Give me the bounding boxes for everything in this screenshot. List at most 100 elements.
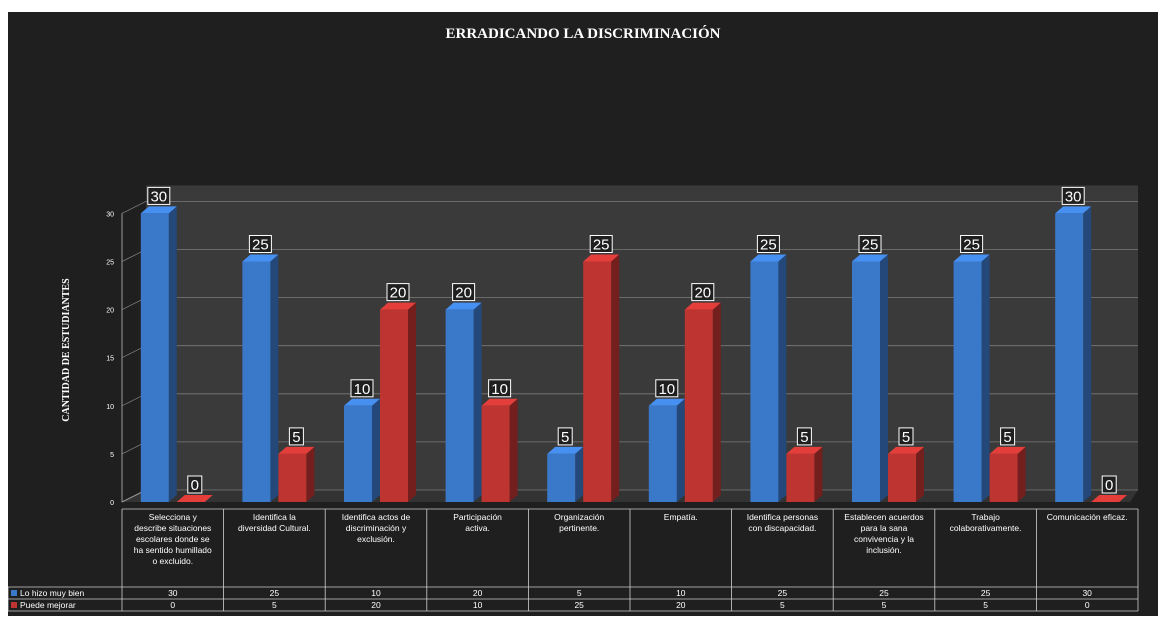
bar <box>140 213 169 502</box>
gridline-depth <box>121 201 147 214</box>
category-label: Selecciona y <box>149 512 198 522</box>
bar <box>786 453 815 502</box>
bar-side <box>712 302 721 502</box>
y-tick-label: 5 <box>110 452 114 459</box>
bar-top <box>583 254 620 262</box>
data-label: 25 <box>862 237 879 254</box>
bar <box>989 453 1018 502</box>
bar-side <box>981 254 990 502</box>
data-label-box <box>386 283 410 302</box>
bar-top <box>242 254 279 262</box>
data-label-box <box>147 186 171 205</box>
data-label-box <box>557 427 573 446</box>
bar-top <box>953 254 990 262</box>
category-label: discriminación y <box>346 523 407 533</box>
bar-side <box>575 446 584 502</box>
chart-frame: ERRADICANDO LA DISCRIMINACIÓN CANTIDAD D… <box>8 12 1158 616</box>
category-label: Empatía. <box>664 512 698 522</box>
legend-entry: Lo hizo muy bien <box>20 588 85 598</box>
bar <box>852 261 880 502</box>
bar <box>344 405 372 502</box>
y-tick-label: 0 <box>110 500 114 507</box>
table-cell: 0 <box>170 600 175 610</box>
bar-top <box>852 254 888 262</box>
category-label: Establecen acuerdos <box>844 512 923 522</box>
category-label: escolares donde se <box>136 534 210 544</box>
category-label: colaborativamente. <box>950 523 1022 533</box>
data-label: 5 <box>1003 429 1011 446</box>
table-cell: 20 <box>473 588 483 598</box>
bar-side <box>611 254 620 502</box>
data-label: 10 <box>491 381 508 398</box>
category-label: Participación <box>453 512 502 522</box>
table-cell: 10 <box>371 588 381 598</box>
data-label: 0 <box>1105 477 1113 494</box>
table-cell: 30 <box>168 588 178 598</box>
legend-swatch <box>11 602 17 608</box>
bar-top <box>1091 495 1128 502</box>
data-label: 25 <box>963 237 980 254</box>
table-cell: 10 <box>473 600 483 610</box>
bar-side <box>778 254 787 502</box>
bar-top <box>684 302 721 310</box>
category-label: pertinente. <box>559 523 599 533</box>
category-label: exclusión. <box>357 534 395 544</box>
bar <box>648 405 677 502</box>
bar <box>888 453 916 502</box>
table-cell: 5 <box>983 600 988 610</box>
category-label: describe situaciones <box>134 523 211 533</box>
category-label: Comunicación eficaz. <box>1047 512 1128 522</box>
category-label: o excluido. <box>152 556 193 566</box>
bar-top <box>445 302 482 310</box>
bar-top <box>786 446 823 454</box>
bar-side <box>509 398 518 502</box>
category-label: Identifica la <box>253 512 296 522</box>
bar <box>481 405 510 502</box>
bar-side <box>1017 446 1026 502</box>
data-label-box <box>655 379 679 398</box>
data-label: 20 <box>455 285 472 302</box>
table-cell: 10 <box>676 588 686 598</box>
bar <box>684 309 713 502</box>
bar-side <box>1083 206 1092 502</box>
data-label-box <box>288 427 304 446</box>
bar <box>750 261 779 502</box>
data-label: 25 <box>593 237 610 254</box>
data-labels: 30 0 25 5 10 20 20 10 5 25 10 20 25 5 25 5 25 5 30 0 <box>147 186 1117 494</box>
bar-side <box>473 302 482 502</box>
bars <box>140 206 1128 502</box>
data-label: 5 <box>902 429 910 446</box>
category-label: para la sana <box>861 523 908 533</box>
data-label-box <box>898 427 914 446</box>
bar-top <box>344 398 380 406</box>
data-label-box <box>488 379 512 398</box>
data-label-box <box>1101 475 1117 494</box>
category-label: Identifica actos de <box>342 512 411 522</box>
category-label: diversidad Cultural. <box>238 523 311 533</box>
category-label: Trabajo <box>971 512 1000 522</box>
data-label: 20 <box>694 285 711 302</box>
bar-top <box>750 254 787 262</box>
table-cell: 5 <box>780 600 785 610</box>
legend-swatch <box>11 590 17 596</box>
bar <box>242 261 271 502</box>
data-label-box <box>960 235 984 253</box>
legend-entry: Puede mejorar <box>20 600 76 610</box>
table-cell: 25 <box>270 588 280 598</box>
data-label-box <box>589 235 613 253</box>
data-label-box <box>796 427 812 446</box>
y-tick-label: 30 <box>106 211 114 218</box>
data-label-box <box>756 235 780 253</box>
y-axis-label: CANTIDAD DE ESTUDIANTES <box>61 278 72 422</box>
bar-side <box>814 446 823 502</box>
category-label: Organización <box>554 512 604 522</box>
category-label: con discapacidad. <box>748 523 816 533</box>
table-cell: 20 <box>371 600 381 610</box>
category-label: ha sentido humillado <box>134 545 212 555</box>
data-table: Lo hizo muy bien 30 25 10 20 5 10 25 25 25 30 Puede… <box>8 508 1139 612</box>
bar-chart: ERRADICANDO LA DISCRIMINACIÓN CANTIDAD D… <box>8 25 1139 612</box>
table-cell: 0 <box>1085 600 1090 610</box>
bar-side <box>372 398 380 502</box>
data-label-box <box>858 235 882 253</box>
